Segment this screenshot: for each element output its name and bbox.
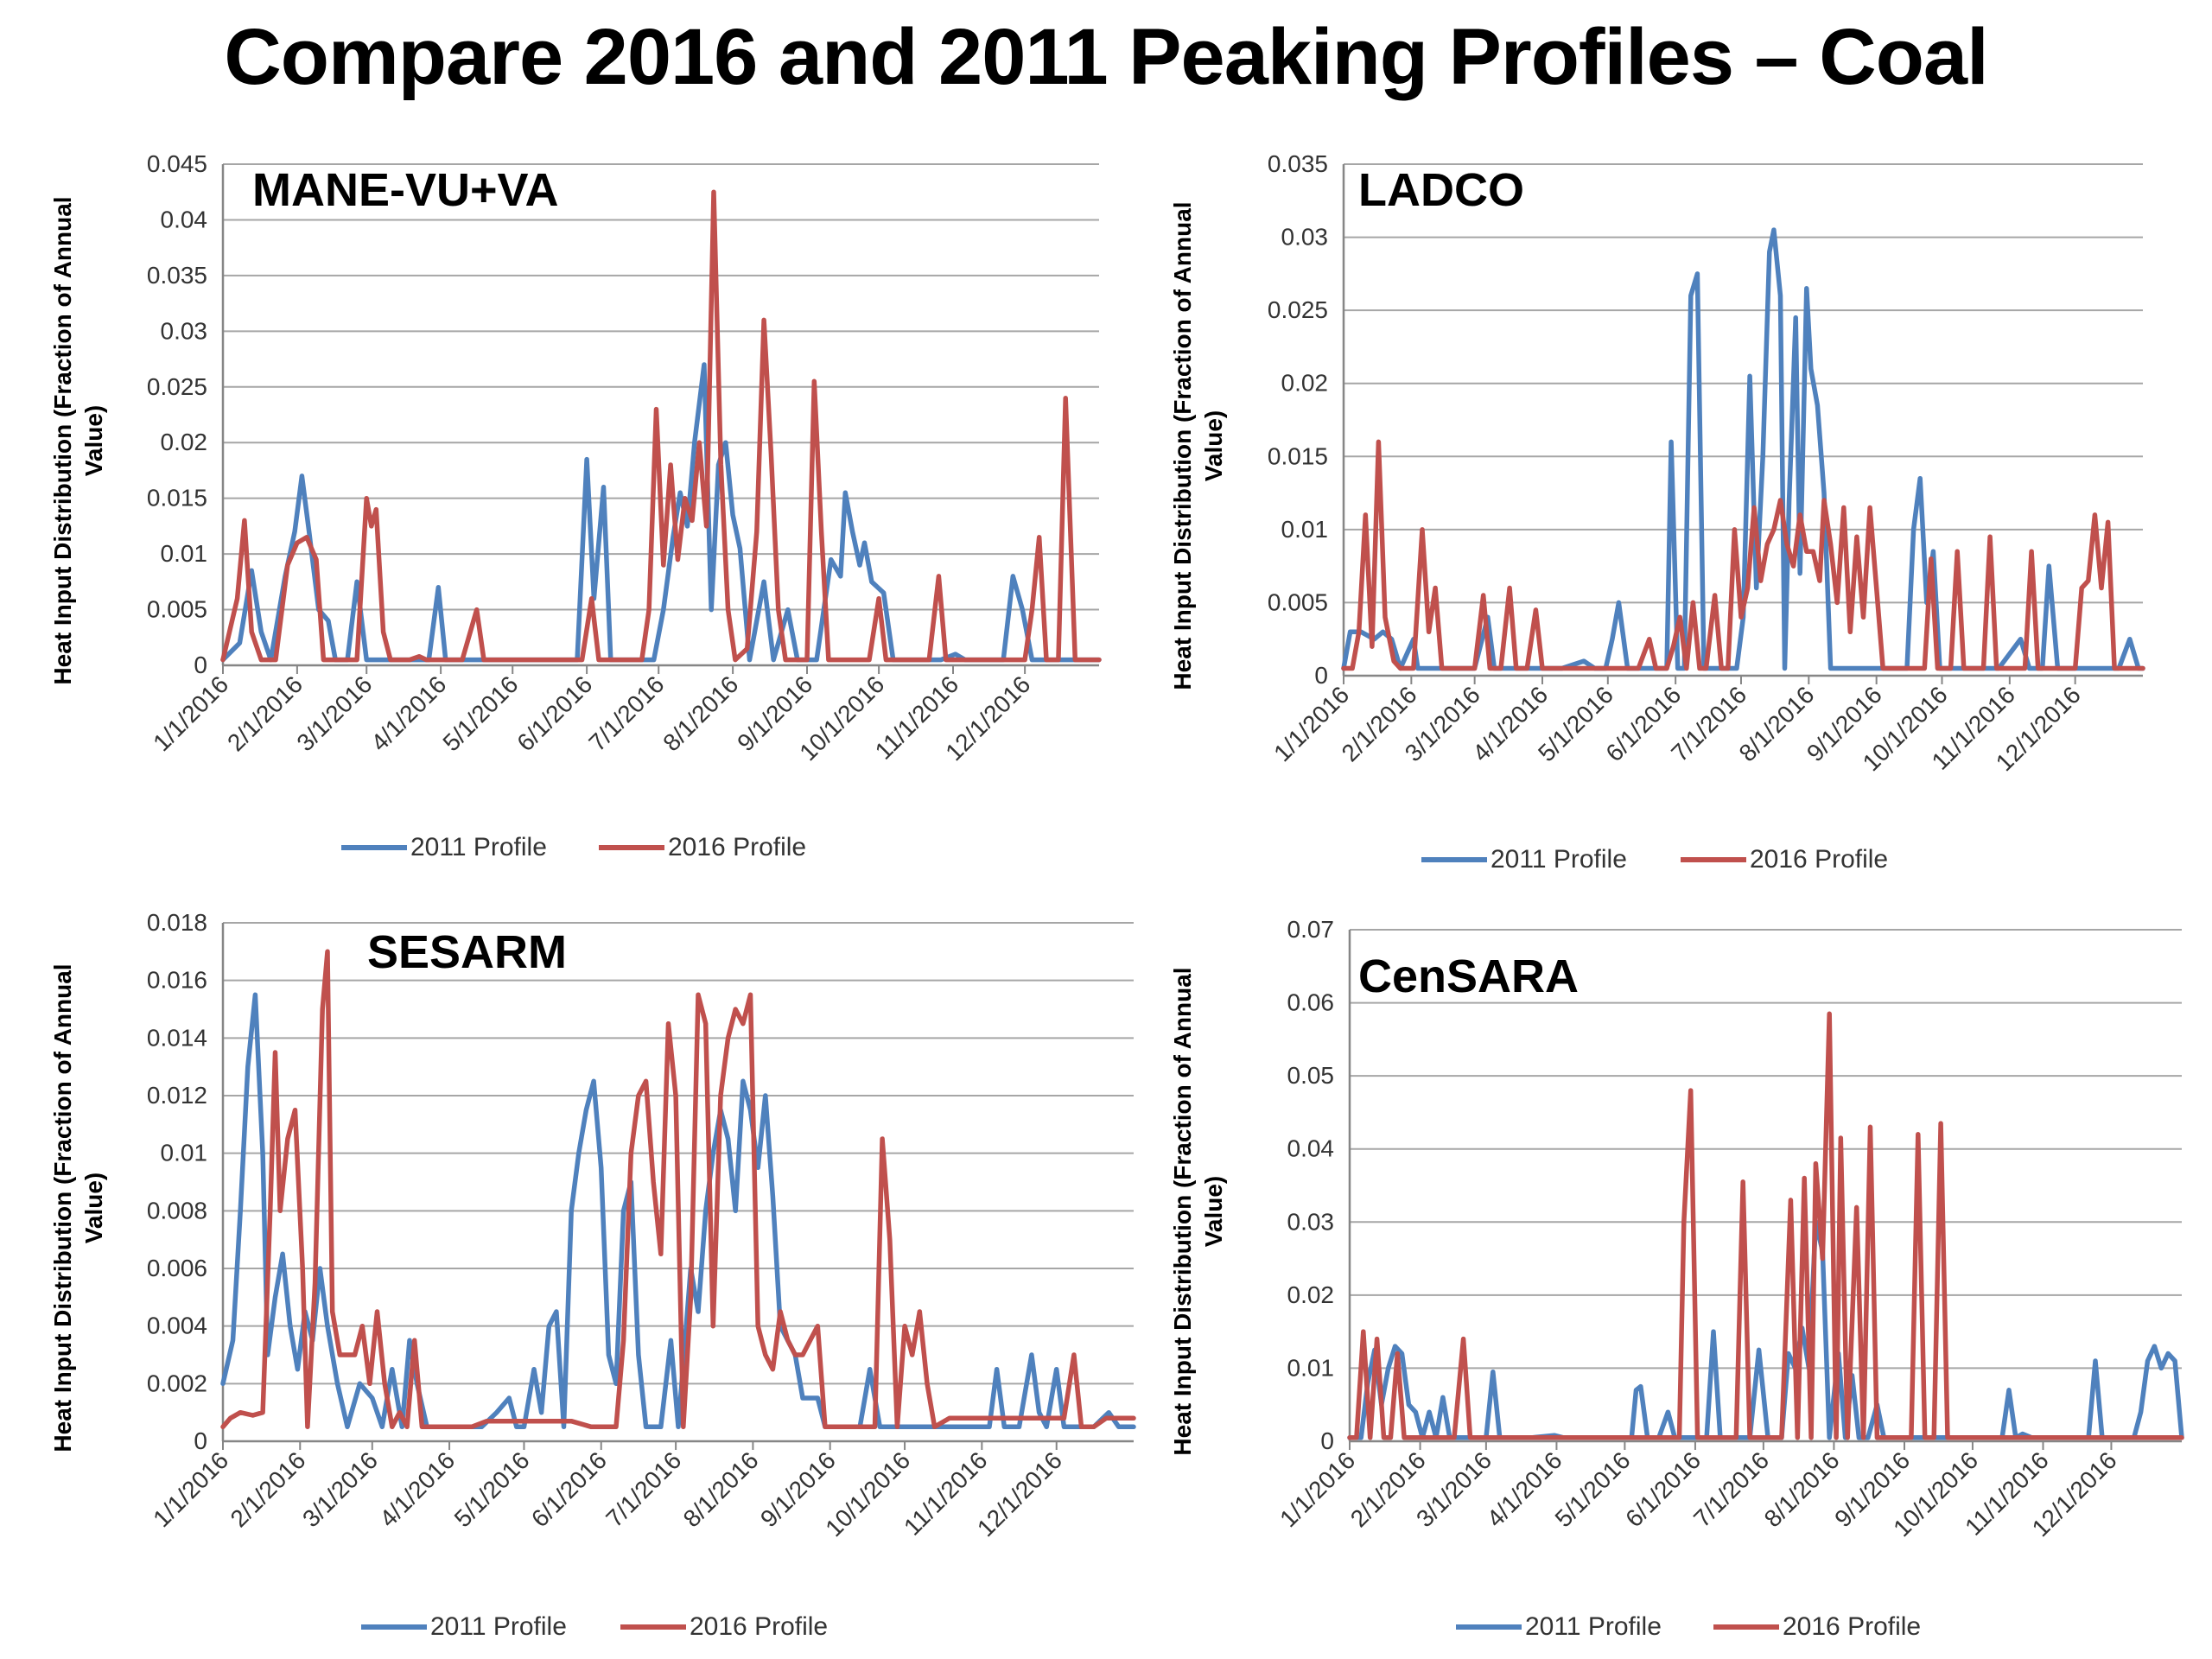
x-tick-label: 6/1/2016 bbox=[1620, 1446, 1706, 1532]
y-tick-label: 0.02 bbox=[161, 429, 208, 455]
x-tick-label: 7/1/2016 bbox=[601, 1446, 686, 1532]
y-tick-label: 0 bbox=[1314, 662, 1328, 689]
y-tick-label: 0.012 bbox=[147, 1082, 207, 1109]
y-tick-label: 0.04 bbox=[161, 206, 208, 232]
y-tick-label: 0.015 bbox=[147, 485, 207, 512]
y-tick-label: 0.06 bbox=[1287, 989, 1335, 1016]
chart-title: SESARM bbox=[367, 926, 567, 978]
x-tick-label: 3/1/2016 bbox=[291, 671, 377, 756]
series-line-2016 bbox=[1341, 439, 2145, 671]
x-tick-label: 4/1/2016 bbox=[374, 1446, 460, 1532]
y-tick-label: 0.018 bbox=[147, 909, 207, 936]
chart-panel-0: 0 0.005 0.01 0.015 0.02 0.025 0.03 0.035 0.04 0.0… bbox=[49, 150, 1102, 861]
legend-label: 2016 Profile bbox=[690, 1612, 828, 1641]
y-tick-label: 0.025 bbox=[147, 373, 207, 400]
y-axis-label: Heat Input Distribution (Fraction of Ann… bbox=[49, 196, 107, 684]
y-tick-label: 0.02 bbox=[1287, 1281, 1335, 1308]
x-tick-label: 7/1/2016 bbox=[583, 671, 669, 756]
x-tick-label: 4/1/2016 bbox=[1482, 1446, 1567, 1532]
x-tick-label: 5/1/2016 bbox=[449, 1446, 535, 1532]
y-tick-label: 0.01 bbox=[161, 1140, 208, 1166]
y-tick-label: 0.016 bbox=[147, 967, 207, 994]
y-axis-label: Heat Input Distribution (Fraction of Ann… bbox=[49, 963, 107, 1452]
y-tick-label: 0 bbox=[194, 652, 207, 678]
y-tick-label: 0.03 bbox=[1281, 224, 1329, 251]
y-tick-label: 0.005 bbox=[1268, 588, 1328, 615]
y-tick-label: 0.045 bbox=[147, 150, 207, 177]
legend-label: 2016 Profile bbox=[1783, 1612, 1921, 1641]
legend-label: 2016 Profile bbox=[668, 833, 806, 861]
page-title: Compare 2016 and 2011 Peaking Profiles –… bbox=[224, 13, 1988, 101]
x-tick-label: 2/1/2016 bbox=[226, 1446, 311, 1532]
y-tick-label: 0.02 bbox=[1281, 370, 1329, 397]
y-tick-label: 0.05 bbox=[1287, 1062, 1335, 1089]
y-tick-label: 0 bbox=[194, 1427, 207, 1454]
y-tick-label: 0.03 bbox=[1287, 1208, 1335, 1235]
series-line-2011 bbox=[1347, 1219, 2184, 1440]
x-tick-label: 8/1/2016 bbox=[678, 1446, 764, 1532]
x-tick-label: 5/1/2016 bbox=[437, 671, 523, 756]
y-tick-label: 0.07 bbox=[1287, 916, 1335, 943]
legend-label: 2011 Profile bbox=[410, 833, 547, 861]
legend-label: 2011 Profile bbox=[1525, 1612, 1662, 1641]
y-axis-label: Heat Input Distribution (Fraction of Ann… bbox=[1169, 201, 1227, 690]
chart-title: LADCO bbox=[1358, 164, 1524, 216]
x-tick-label: 3/1/2016 bbox=[297, 1446, 383, 1532]
series-line-2016 bbox=[220, 189, 1102, 663]
series-line-2016 bbox=[1347, 1011, 2184, 1440]
y-tick-label: 0.035 bbox=[147, 262, 207, 289]
y-tick-label: 0 bbox=[1320, 1427, 1334, 1454]
y-tick-label: 0.005 bbox=[147, 596, 207, 623]
y-tick-label: 0.025 bbox=[1268, 296, 1328, 323]
chart-panel-2: 0 0.002 0.004 0.006 0.008 0.01 0.012 0.014 0.016… bbox=[49, 909, 1136, 1641]
y-tick-label: 0.004 bbox=[147, 1313, 207, 1339]
x-tick-label: 4/1/2016 bbox=[365, 671, 451, 756]
y-tick-label: 0.014 bbox=[147, 1024, 207, 1051]
y-tick-label: 0.015 bbox=[1268, 442, 1328, 469]
x-tick-label: 6/1/2016 bbox=[526, 1446, 612, 1532]
chart-panel-3: 00.010.020.030.040.050.060.071/1/20162/1… bbox=[1169, 916, 2184, 1641]
chart-panel-1: 00.0050.010.0150.020.0250.030.0351/1/201… bbox=[1169, 150, 2145, 874]
x-tick-label: 6/1/2016 bbox=[512, 671, 597, 756]
chart-title: MANE-VU+VA bbox=[252, 164, 559, 216]
x-tick-label: 1/1/2016 bbox=[148, 671, 233, 756]
x-tick-label: 8/1/2016 bbox=[1759, 1446, 1845, 1532]
y-tick-label: 0.03 bbox=[161, 317, 208, 344]
x-tick-label: 1/1/2016 bbox=[1274, 1446, 1360, 1532]
y-tick-label: 0.035 bbox=[1268, 150, 1328, 177]
legend-label: 2011 Profile bbox=[1491, 845, 1627, 874]
y-tick-label: 0.04 bbox=[1287, 1135, 1335, 1162]
x-tick-label: 7/1/2016 bbox=[1688, 1446, 1774, 1532]
x-tick-label: 1/1/2016 bbox=[148, 1446, 233, 1532]
y-tick-label: 0.01 bbox=[1281, 516, 1329, 543]
y-tick-label: 0.008 bbox=[147, 1197, 207, 1224]
x-tick-label: 5/1/2016 bbox=[1550, 1446, 1636, 1532]
x-tick-label: 2/1/2016 bbox=[222, 671, 308, 756]
y-tick-label: 0.006 bbox=[147, 1255, 207, 1281]
series-line-2016 bbox=[220, 949, 1136, 1430]
y-tick-label: 0.01 bbox=[161, 540, 208, 567]
legend-label: 2011 Profile bbox=[430, 1612, 567, 1641]
legend-label: 2016 Profile bbox=[1750, 845, 1888, 874]
y-axis-label: Heat Input Distribution (Fraction of Ann… bbox=[1169, 967, 1227, 1455]
x-tick-label: 8/1/2016 bbox=[658, 671, 743, 756]
y-tick-label: 0.01 bbox=[1287, 1354, 1335, 1381]
y-tick-label: 0.002 bbox=[147, 1370, 207, 1396]
chart-title: CenSARA bbox=[1358, 950, 1579, 1002]
